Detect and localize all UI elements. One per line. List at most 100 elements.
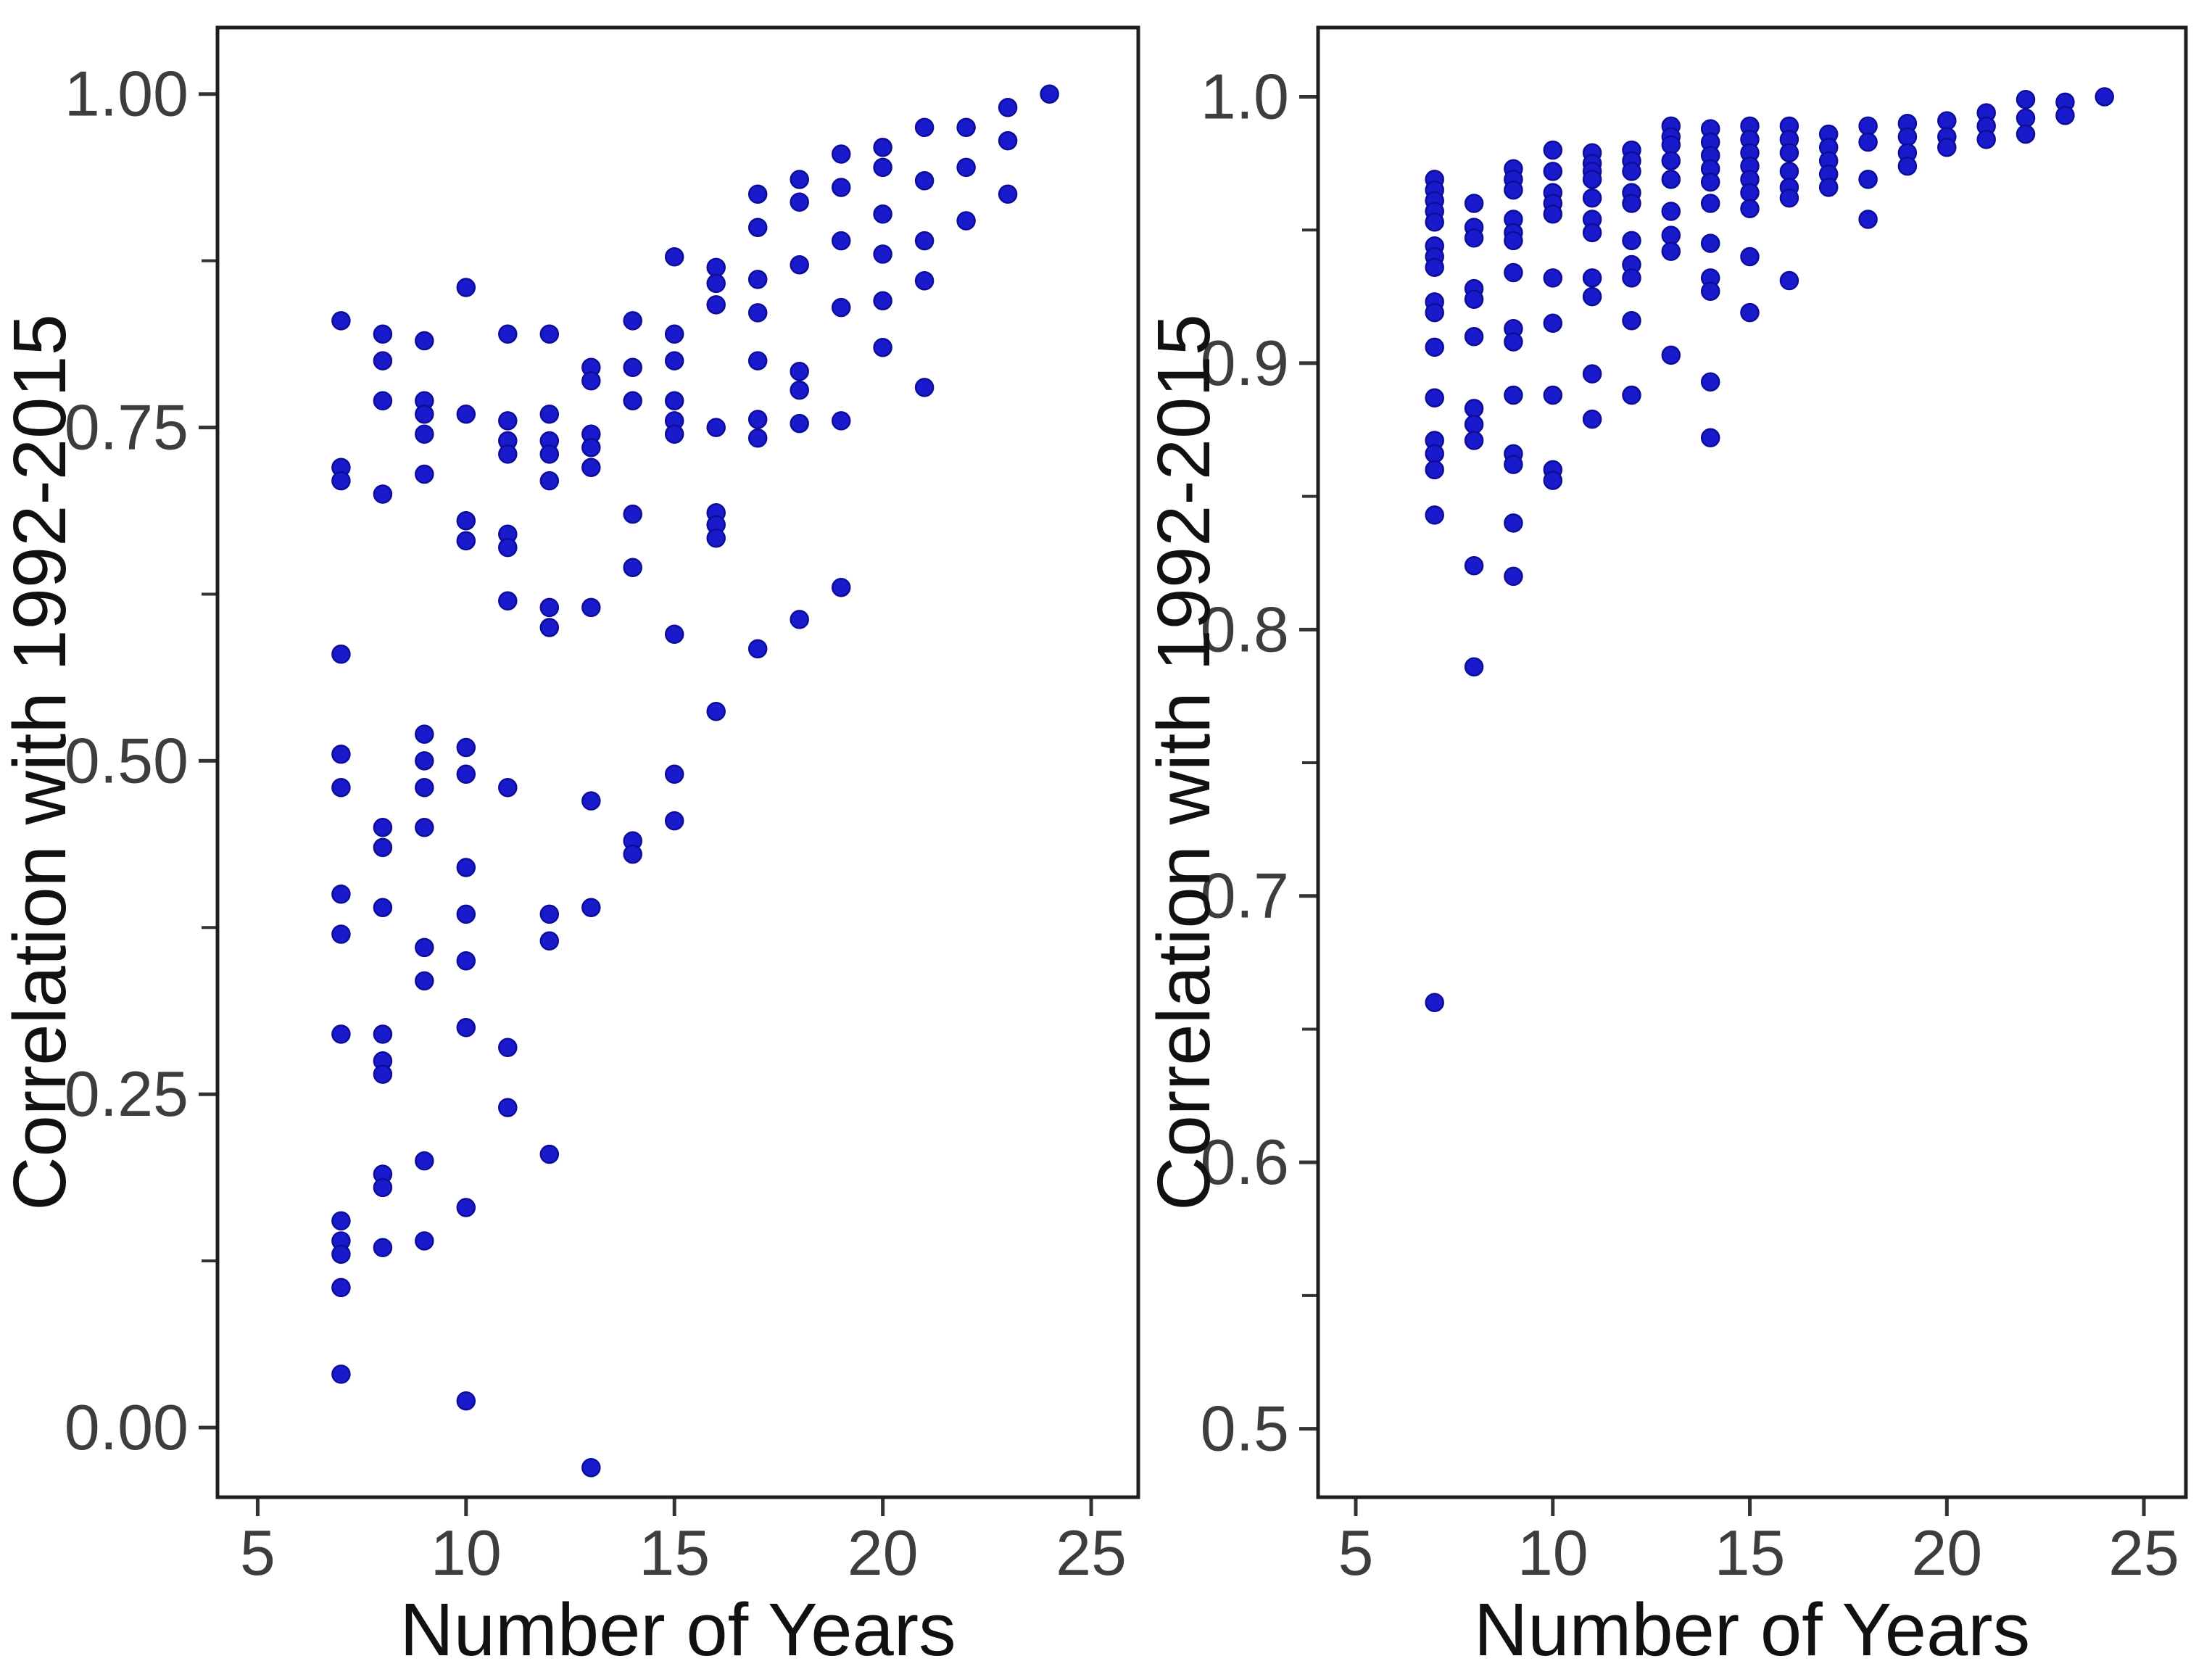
data-point bbox=[956, 157, 976, 178]
data-point bbox=[623, 357, 642, 378]
data-point bbox=[1582, 409, 1602, 429]
data-point bbox=[415, 1231, 434, 1251]
data-point bbox=[373, 1177, 393, 1198]
scatter-points bbox=[1425, 87, 2114, 1012]
data-point bbox=[1582, 188, 1602, 208]
data-point bbox=[1425, 444, 1444, 464]
data-point bbox=[664, 247, 684, 267]
data-point bbox=[1464, 555, 1484, 576]
x-axis-tick-label: 20 bbox=[848, 1517, 919, 1589]
data-point bbox=[1543, 268, 1563, 288]
data-point bbox=[331, 1278, 351, 1298]
data-point bbox=[581, 898, 601, 917]
data-point bbox=[2055, 105, 2075, 125]
data-point bbox=[1425, 388, 1444, 407]
data-point bbox=[706, 273, 726, 294]
data-point bbox=[1661, 151, 1681, 170]
data-point bbox=[1504, 513, 1523, 533]
data-point bbox=[331, 311, 351, 331]
data-point bbox=[373, 1238, 393, 1257]
data-point bbox=[539, 471, 560, 491]
y-axis-title: Correlation with 1992-2015 bbox=[1142, 314, 1225, 1211]
data-point bbox=[373, 1024, 393, 1044]
data-point bbox=[415, 971, 434, 991]
data-point bbox=[415, 464, 434, 484]
panel-border bbox=[1316, 25, 2188, 1499]
x-axis-title: Number of Years bbox=[399, 1588, 956, 1671]
data-point bbox=[331, 744, 351, 764]
data-point bbox=[1622, 194, 1641, 213]
data-point bbox=[456, 531, 476, 551]
data-point bbox=[1622, 231, 1641, 251]
data-point bbox=[873, 291, 892, 311]
data-point bbox=[1464, 431, 1484, 450]
data-point bbox=[498, 777, 518, 798]
data-point bbox=[331, 1211, 351, 1231]
data-point bbox=[1425, 505, 1444, 525]
data-point bbox=[1661, 241, 1681, 261]
data-point bbox=[415, 1151, 434, 1171]
data-point bbox=[581, 791, 601, 811]
data-point bbox=[1504, 262, 1523, 283]
y-axis-tick-label: 0.00 bbox=[65, 1391, 189, 1463]
data-point bbox=[1582, 364, 1602, 384]
data-point bbox=[1425, 257, 1444, 277]
data-point bbox=[539, 324, 560, 344]
data-point bbox=[747, 428, 768, 448]
data-point bbox=[1504, 332, 1523, 352]
data-point bbox=[1504, 231, 1523, 251]
data-point bbox=[664, 811, 684, 831]
y-axis-title: Correlation with 1992-2015 bbox=[0, 314, 81, 1211]
x-axis-tick-label: 10 bbox=[1517, 1517, 1588, 1589]
y-axis-tick-label: 0.8 bbox=[1201, 593, 1289, 665]
data-point bbox=[1543, 162, 1563, 181]
data-point bbox=[2016, 124, 2036, 144]
data-point bbox=[373, 391, 393, 411]
data-point bbox=[747, 184, 768, 204]
data-point bbox=[623, 504, 642, 524]
data-point bbox=[1661, 170, 1681, 189]
data-point bbox=[456, 904, 476, 924]
data-point bbox=[498, 537, 518, 558]
y-axis-tick-label: 1.00 bbox=[65, 58, 189, 130]
data-point bbox=[790, 254, 809, 275]
data-point bbox=[498, 1098, 518, 1117]
data-point bbox=[1622, 268, 1641, 288]
data-point bbox=[747, 639, 768, 659]
data-point bbox=[1700, 172, 1720, 192]
data-point bbox=[415, 331, 434, 351]
data-point bbox=[1700, 281, 1720, 301]
data-point bbox=[1622, 385, 1641, 405]
x-axis-tick-label: 5 bbox=[1338, 1517, 1374, 1589]
x-axis-tick-label: 25 bbox=[2108, 1517, 2179, 1589]
data-point bbox=[790, 380, 809, 400]
data-point bbox=[1858, 116, 1878, 136]
data-point bbox=[2016, 89, 2036, 109]
data-point bbox=[1464, 326, 1484, 347]
data-point bbox=[914, 378, 935, 397]
data-point bbox=[706, 528, 726, 548]
y-axis-tick-label: 0.50 bbox=[65, 724, 189, 796]
data-point bbox=[539, 1144, 560, 1164]
data-point bbox=[664, 424, 684, 444]
data-point bbox=[539, 904, 560, 924]
data-point bbox=[1700, 194, 1720, 213]
data-point bbox=[1976, 130, 1996, 149]
data-point bbox=[1464, 228, 1484, 248]
data-point bbox=[456, 737, 476, 758]
data-point bbox=[1779, 188, 1799, 208]
data-point bbox=[1543, 204, 1563, 224]
data-point bbox=[456, 1017, 476, 1038]
data-point bbox=[415, 751, 434, 771]
data-point bbox=[1543, 140, 1563, 160]
panel-border bbox=[215, 25, 1140, 1499]
data-point bbox=[1858, 132, 1878, 152]
data-point bbox=[1425, 460, 1444, 480]
data-point bbox=[1464, 657, 1484, 677]
data-point bbox=[623, 311, 642, 331]
data-point bbox=[998, 97, 1018, 117]
data-point bbox=[790, 170, 809, 189]
data-point bbox=[1700, 428, 1720, 448]
data-point bbox=[1464, 194, 1484, 213]
